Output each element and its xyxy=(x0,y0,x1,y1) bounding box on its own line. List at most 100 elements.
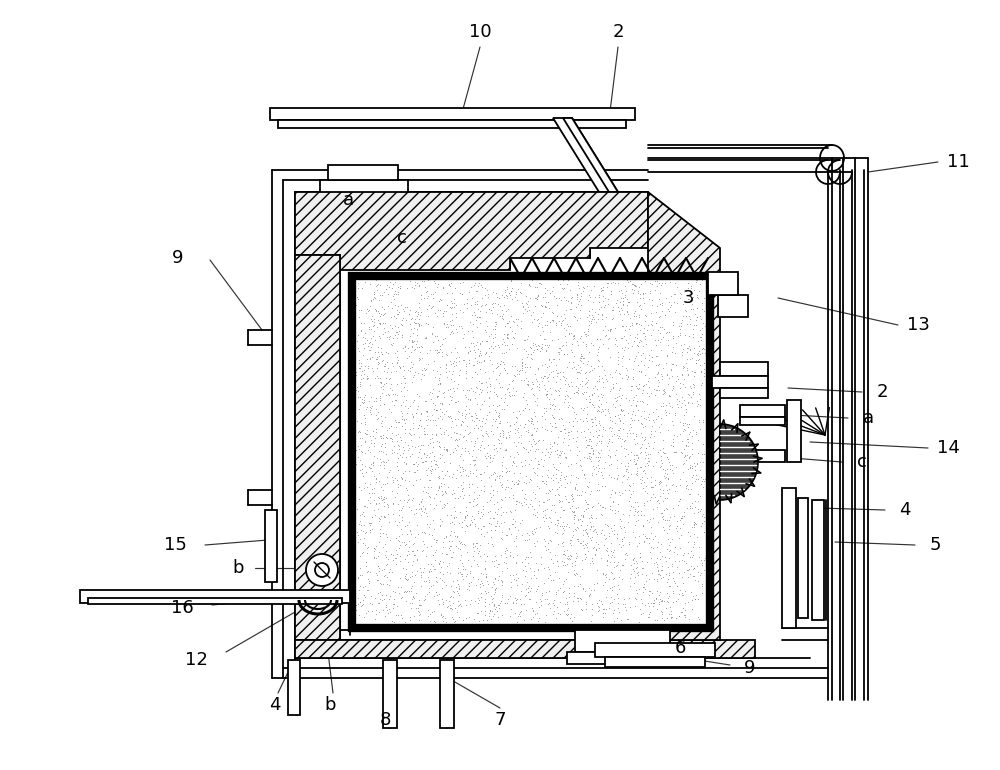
Point xyxy=(635,347,651,360)
Point xyxy=(646,597,662,609)
Point xyxy=(360,444,376,457)
Point xyxy=(610,277,626,290)
Point xyxy=(580,480,596,493)
Point xyxy=(628,554,644,567)
Point xyxy=(442,355,458,367)
Point xyxy=(599,440,615,453)
Point xyxy=(485,323,501,336)
Point xyxy=(674,571,690,583)
Point xyxy=(428,419,444,431)
Point xyxy=(640,361,656,373)
Point xyxy=(556,547,572,560)
Point xyxy=(591,415,607,427)
Point xyxy=(585,311,601,323)
Point xyxy=(554,521,570,533)
Point xyxy=(575,583,591,595)
Point xyxy=(483,303,499,316)
Point xyxy=(525,604,541,616)
Point xyxy=(487,415,503,427)
Point xyxy=(432,343,448,355)
Point xyxy=(487,573,503,585)
Point xyxy=(413,598,429,611)
Point xyxy=(472,467,488,480)
Point xyxy=(461,478,477,490)
Point xyxy=(659,595,675,608)
Point xyxy=(442,383,458,395)
Point xyxy=(632,460,648,473)
Point xyxy=(491,340,507,353)
Point xyxy=(505,457,521,469)
Point xyxy=(599,541,615,554)
Point xyxy=(672,493,688,505)
Point xyxy=(527,492,543,504)
Point xyxy=(554,555,570,567)
Point xyxy=(417,364,433,377)
Point xyxy=(402,423,418,435)
Point xyxy=(556,281,572,293)
Point xyxy=(415,457,431,469)
Point xyxy=(475,503,491,515)
Point xyxy=(518,497,534,510)
Point xyxy=(499,332,515,344)
Point xyxy=(450,600,466,612)
Point xyxy=(642,276,658,289)
Point xyxy=(492,380,508,393)
Point xyxy=(689,310,705,323)
Point xyxy=(391,325,407,337)
Point xyxy=(432,422,448,434)
Point xyxy=(536,454,552,467)
Point xyxy=(395,447,411,459)
Point xyxy=(530,320,546,332)
Point xyxy=(606,556,622,568)
Point xyxy=(555,283,571,295)
Point xyxy=(379,366,395,378)
Point xyxy=(453,549,469,561)
Point xyxy=(574,485,590,497)
Point xyxy=(349,290,365,303)
Point xyxy=(615,470,631,482)
Point xyxy=(556,524,572,537)
Point xyxy=(541,493,557,505)
Point xyxy=(683,280,699,292)
Point xyxy=(467,437,483,449)
Point xyxy=(545,314,561,326)
Point xyxy=(402,427,418,440)
Point xyxy=(586,524,602,536)
Point xyxy=(645,487,661,500)
Point xyxy=(543,574,559,586)
Point xyxy=(560,390,576,402)
Point xyxy=(581,433,597,445)
Point xyxy=(487,571,503,584)
Point xyxy=(512,593,528,605)
Point xyxy=(652,336,668,349)
Point xyxy=(558,470,574,482)
Point xyxy=(478,335,494,347)
Point xyxy=(617,527,633,539)
Point xyxy=(604,430,620,442)
Point xyxy=(428,536,444,548)
Point xyxy=(562,549,578,561)
Point xyxy=(642,287,658,300)
Point xyxy=(431,557,447,569)
Point xyxy=(457,464,473,476)
Point xyxy=(520,551,536,564)
Point xyxy=(588,424,604,437)
Point xyxy=(553,479,569,491)
Point xyxy=(633,354,649,367)
Point xyxy=(616,593,632,605)
Point xyxy=(543,504,559,516)
Point xyxy=(399,527,415,540)
Point xyxy=(513,322,529,334)
Point xyxy=(547,383,563,396)
Point xyxy=(447,283,463,295)
Point xyxy=(451,406,467,418)
Point xyxy=(497,547,513,559)
Point xyxy=(628,593,644,605)
Point xyxy=(684,470,700,483)
Point xyxy=(622,313,638,325)
Point xyxy=(660,487,676,499)
Point xyxy=(502,425,518,437)
Point xyxy=(432,555,448,567)
Point xyxy=(473,357,489,369)
Point xyxy=(359,372,375,384)
